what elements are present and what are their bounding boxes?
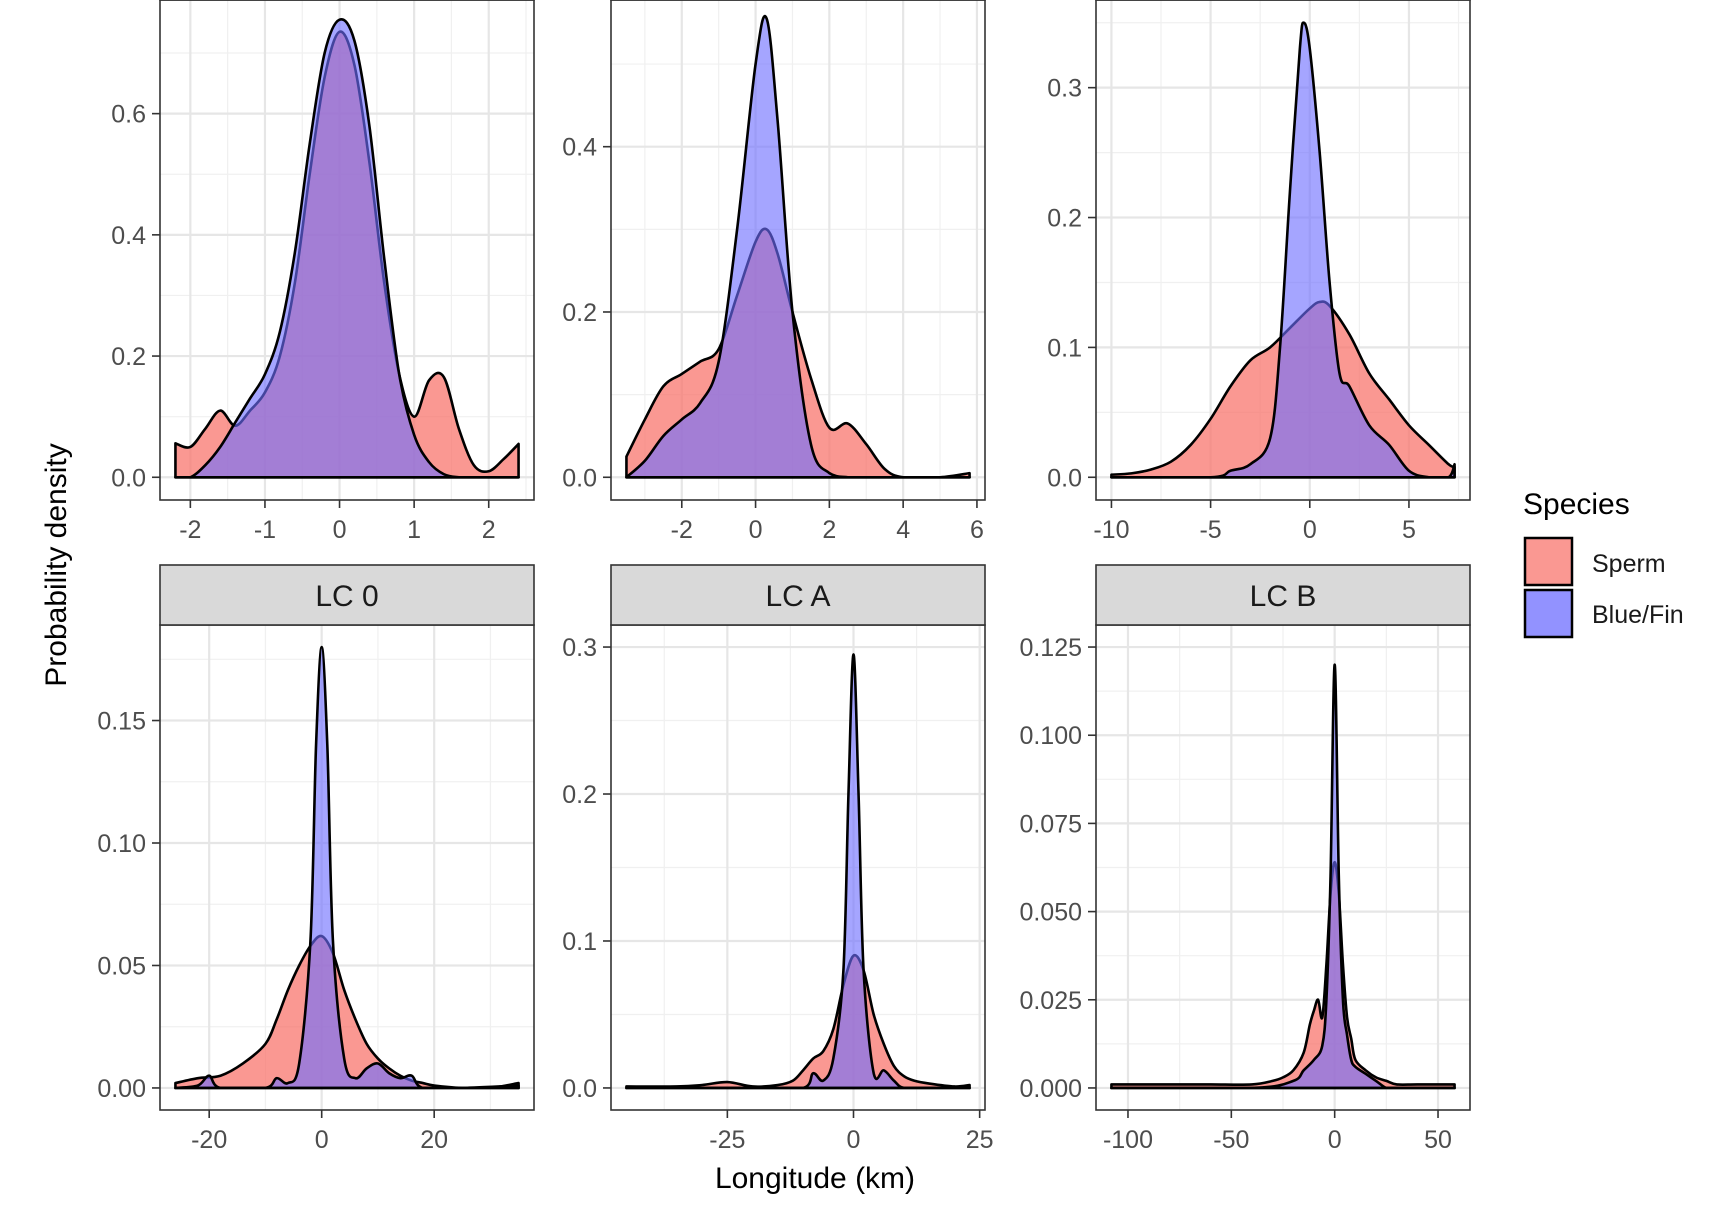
y-tick-label: 0.1 bbox=[1047, 334, 1082, 362]
x-tick-label: -2 bbox=[179, 516, 201, 544]
density-area-sperm bbox=[625, 953, 971, 1090]
facet-strip-label: LC 0 bbox=[315, 580, 378, 613]
y-tick-label: 0.4 bbox=[562, 134, 597, 162]
panel-6: LC B -100 -50 0 50 0.000 0.025 0.050 0.075 0.100 0… bbox=[1019, 564, 1471, 1154]
facet-strip bbox=[1095, 564, 1471, 626]
panel-border bbox=[610, 0, 986, 501]
y-tick-label: 0.2 bbox=[562, 781, 597, 809]
x-tick-label: 50 bbox=[1424, 1126, 1452, 1154]
x-tick-label: 0 bbox=[333, 516, 347, 544]
x-tick-label: -2 bbox=[671, 516, 693, 544]
panel-5: LC A -25 0 25 0.0 0.1 0.2 0.3 bbox=[562, 564, 994, 1154]
y-axis-title: Probability density bbox=[40, 443, 73, 686]
y-tick-label: 0.0 bbox=[562, 464, 597, 492]
y-tick-label: 0.000 bbox=[1019, 1075, 1082, 1103]
legend-title: Species bbox=[1523, 488, 1630, 521]
panel-2: -2 0 2 4 6 0.0 0.2 0.4 bbox=[562, 0, 986, 544]
density-area-blue-fin bbox=[174, 645, 520, 1090]
x-tick-label: 0 bbox=[749, 516, 763, 544]
y-tick-label: 0.0 bbox=[1047, 464, 1082, 492]
density-area-blue-fin bbox=[1110, 663, 1456, 1090]
density-area-blue-fin bbox=[1110, 21, 1456, 479]
density-area-blue-fin bbox=[174, 18, 520, 479]
x-tick-label: -100 bbox=[1103, 1126, 1153, 1154]
y-tick-label: 0.2 bbox=[111, 343, 146, 371]
y-tick-label: 0.1 bbox=[562, 928, 597, 956]
x-tick-label: 20 bbox=[420, 1126, 448, 1154]
y-tick-label: 0.0 bbox=[562, 1075, 597, 1103]
density-area-sperm bbox=[1110, 860, 1456, 1090]
panel-3: -10 -5 0 5 0.0 0.1 0.2 0.3 bbox=[1047, 0, 1471, 544]
y-tick-label: 0.6 bbox=[111, 101, 146, 129]
x-tick-label: -5 bbox=[1199, 516, 1221, 544]
y-tick-label: 0.2 bbox=[562, 299, 597, 327]
x-tick-label: 25 bbox=[966, 1126, 994, 1154]
y-tick-label: 0.025 bbox=[1019, 987, 1082, 1015]
x-tick-label: -20 bbox=[191, 1126, 227, 1154]
facet-strip bbox=[610, 564, 986, 626]
facet-strip-label: LC A bbox=[765, 580, 830, 613]
y-tick-label: 0.15 bbox=[97, 708, 146, 736]
panel-border bbox=[1095, 0, 1471, 501]
panels-layer: -2 -1 0 1 20.00.20.40.6-2 0 2 4 60.00.20.4-10 -5 0… bbox=[97, 0, 1471, 1154]
y-tick-label: 0.10 bbox=[97, 830, 146, 858]
legend-label-sperm: Sperm bbox=[1592, 550, 1666, 578]
x-tick-label: -10 bbox=[1093, 516, 1129, 544]
x-tick-label: 4 bbox=[896, 516, 910, 544]
x-tick-label: 0 bbox=[1328, 1126, 1342, 1154]
x-tick-label: 2 bbox=[822, 516, 836, 544]
legend-key-sperm bbox=[1523, 536, 1574, 587]
y-tick-label: 0.0 bbox=[111, 464, 146, 492]
legend-label-blue-fin: Blue/Fin bbox=[1592, 601, 1684, 629]
x-tick-label: 2 bbox=[482, 516, 496, 544]
x-tick-label: 5 bbox=[1402, 516, 1416, 544]
legend-key-blue-fin bbox=[1523, 588, 1574, 639]
x-tick-label: 0 bbox=[1303, 516, 1317, 544]
panel-1: -2 -1 0 1 2 0.0 0.2 0.4 0.6 bbox=[111, 0, 535, 544]
panel-border bbox=[159, 0, 535, 501]
y-tick-label: 0.075 bbox=[1019, 810, 1082, 838]
x-tick-label: -1 bbox=[254, 516, 276, 544]
y-tick-label: 0.050 bbox=[1019, 899, 1082, 927]
density-area-blue-fin bbox=[625, 653, 971, 1090]
facet-strip-label: LC B bbox=[1250, 580, 1317, 613]
x-tick-label: -50 bbox=[1213, 1126, 1249, 1154]
y-tick-label: 0.4 bbox=[111, 222, 146, 250]
x-axis-title: Longitude (km) bbox=[715, 1162, 915, 1195]
y-tick-label: 0.125 bbox=[1019, 634, 1082, 662]
y-tick-label: 0.00 bbox=[97, 1075, 146, 1103]
x-tick-label: 0 bbox=[315, 1126, 329, 1154]
y-tick-label: 0.3 bbox=[562, 634, 597, 662]
panel-4: LC 0 -20 0 20 0.00 0.05 0.10 0.15 bbox=[97, 564, 535, 1154]
y-tick-label: 0.05 bbox=[97, 952, 146, 980]
x-tick-label: 1 bbox=[407, 516, 421, 544]
x-tick-label: -25 bbox=[709, 1126, 745, 1154]
facet-strip bbox=[159, 564, 535, 626]
x-tick-label: 0 bbox=[847, 1126, 861, 1154]
density-area-sperm bbox=[174, 934, 520, 1090]
y-tick-label: 0.3 bbox=[1047, 75, 1082, 103]
x-tick-label: 6 bbox=[970, 516, 984, 544]
density-area-blue-fin bbox=[625, 15, 971, 479]
y-tick-label: 0.2 bbox=[1047, 205, 1082, 233]
y-tick-label: 0.100 bbox=[1019, 722, 1082, 750]
legend: Species Sperm Blue/Fin bbox=[1523, 488, 1684, 639]
